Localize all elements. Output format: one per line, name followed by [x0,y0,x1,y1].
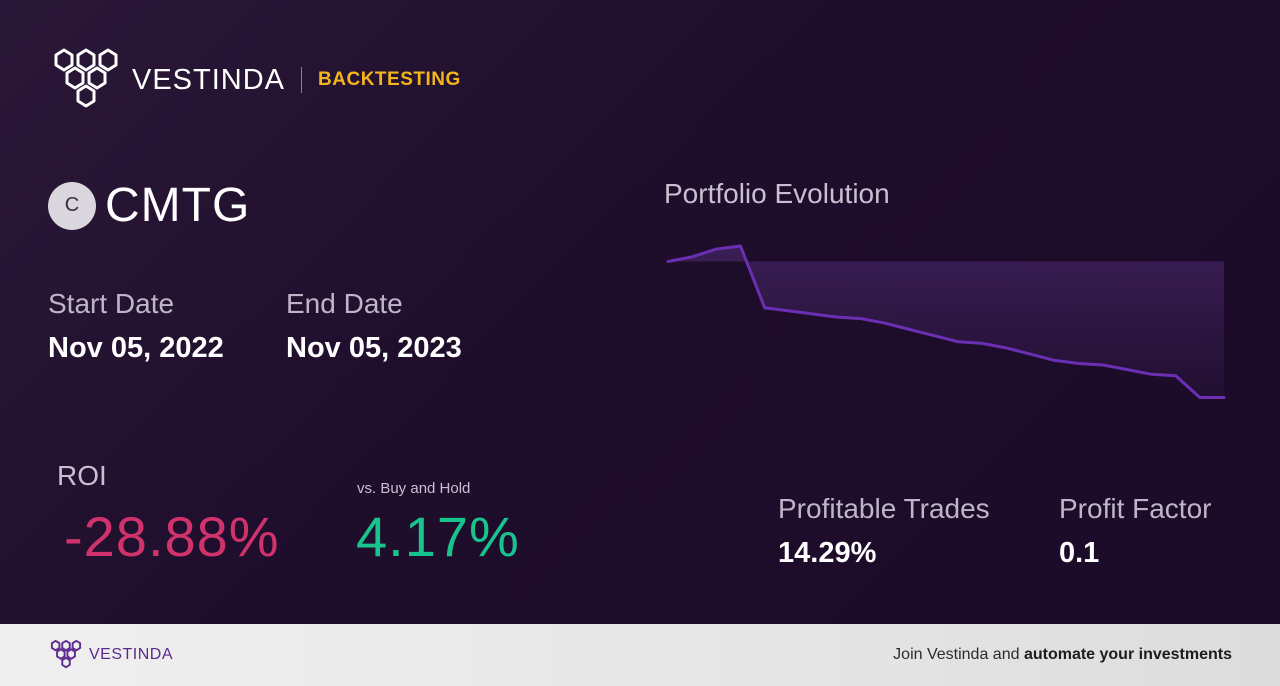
brand-header: VESTINDA BACKTESTING [48,46,461,114]
footer-cta-bold: automate your investments [1023,646,1232,663]
vestinda-logo-icon [54,48,118,108]
chart-point [1198,396,1202,399]
brand-divider [301,67,303,93]
chart-point [1126,368,1129,371]
footer-brand-name: VESTINDA [89,646,174,663]
end-date-value: Nov 05, 2023 [286,332,462,364]
chart-title: Portfolio Evolution [664,178,890,209]
chart-point [1077,362,1081,365]
profitable-trades-label: Profitable Trades [778,493,990,524]
chart-point [932,334,936,337]
chart-point [666,260,670,263]
profit-factor-label: Profit Factor [1059,493,1212,524]
chart-point [739,244,742,248]
chart-point [787,309,791,313]
brand-name: VESTINDA [132,63,286,96]
footer-cta[interactable]: Join Vestinda and automate your investme… [893,646,1232,664]
chart-point [1222,396,1226,399]
profit-factor-value: 0.1 [1059,537,1100,569]
ticker: C CMTG [48,178,250,233]
chart-point [763,306,766,310]
chart-series-line [666,244,1226,399]
chart-area [668,246,1224,398]
roi-label: ROI [57,460,107,491]
roi-value: -28.88% [64,505,280,568]
chart-point [1174,374,1177,378]
chart-point [860,317,863,320]
chart-point [1005,346,1008,350]
ticker-badge: C [48,181,96,230]
start-date-label: Start Date [48,288,175,319]
chart-point [1029,352,1032,356]
chart-point [836,315,839,319]
buy-hold-value: 4.17% [356,505,520,568]
chart-point [908,328,911,331]
buy-hold-label: vs. Buy and Hold [357,480,471,497]
chart-point [1150,373,1153,376]
chart-point [981,342,984,345]
profitable-trades-value: 14.29% [778,537,877,569]
backtest-card: VESTINDA BACKTESTING C CMTG Start Date N… [0,0,1280,624]
footer: VESTINDA Join Vestinda and automate your… [0,624,1280,686]
section-label: BACKTESTING [318,69,461,90]
ticker-symbol: CMTG [105,179,251,232]
chart-point [1101,363,1105,367]
portfolio-chart [666,244,1226,399]
end-date-label: End Date [286,288,403,319]
vestinda-footer-logo-icon [50,639,82,669]
footer-cta-prefix: Join Vestinda and [893,646,1024,663]
chart-point [884,322,887,325]
chart-point [1053,359,1056,362]
start-date-value: Nov 05, 2022 [48,332,224,364]
chart-point [690,255,694,259]
chart-point [956,340,960,344]
chart-point [715,247,718,251]
chart-point [811,312,815,316]
